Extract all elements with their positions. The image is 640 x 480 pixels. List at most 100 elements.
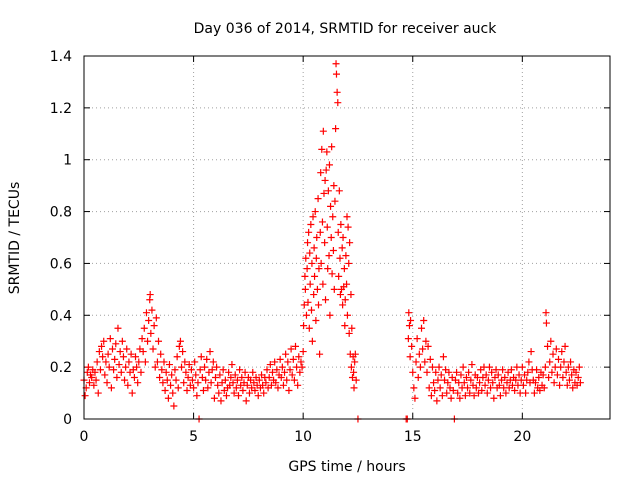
y-tick-label: 0.4	[50, 308, 72, 324]
data-point	[169, 389, 177, 397]
data-point	[524, 368, 532, 376]
data-point	[281, 368, 289, 376]
data-point	[285, 386, 293, 394]
data-point	[314, 195, 322, 203]
data-point	[268, 368, 276, 376]
data-point	[485, 363, 493, 371]
data-point	[123, 345, 131, 353]
data-point	[99, 353, 107, 361]
data-point	[427, 392, 435, 400]
data-point	[459, 363, 467, 371]
data-point	[196, 366, 204, 374]
data-point	[527, 348, 535, 356]
data-point	[197, 353, 205, 361]
data-point	[554, 355, 562, 363]
data-point	[173, 353, 181, 361]
data-point	[192, 371, 200, 379]
data-point	[465, 368, 473, 376]
data-point	[426, 355, 434, 363]
data-point	[542, 309, 550, 317]
data-point	[329, 246, 337, 254]
data-point	[539, 371, 547, 379]
data-point	[335, 187, 343, 195]
data-point	[324, 187, 332, 195]
data-point	[432, 368, 440, 376]
data-point	[320, 189, 328, 197]
data-point	[492, 366, 500, 374]
data-point	[137, 368, 145, 376]
data-point	[439, 353, 447, 361]
data-point	[305, 228, 313, 236]
data-point	[145, 316, 153, 324]
data-point	[422, 337, 430, 345]
data-point	[282, 350, 290, 358]
data-point	[286, 366, 294, 374]
data-point	[315, 301, 323, 309]
data-point	[339, 234, 347, 241]
data-point	[412, 358, 420, 366]
data-point	[157, 350, 165, 358]
data-point	[525, 358, 533, 366]
data-point	[190, 384, 198, 392]
data-point	[326, 311, 334, 319]
y-tick-label: 0.6	[50, 256, 72, 272]
data-point	[409, 368, 417, 376]
data-point	[321, 239, 329, 247]
data-point	[542, 319, 550, 327]
data-point	[343, 213, 351, 221]
data-point	[405, 309, 413, 317]
data-point	[263, 366, 271, 374]
data-point	[290, 376, 298, 384]
data-point	[110, 366, 118, 374]
data-point	[407, 316, 415, 324]
data-point	[421, 358, 429, 366]
data-point	[411, 394, 419, 402]
data-point	[346, 239, 354, 247]
data-point	[105, 363, 113, 371]
data-point	[414, 374, 422, 382]
data-point	[456, 394, 464, 402]
data-point	[232, 384, 240, 392]
data-point	[180, 379, 188, 387]
data-point	[332, 60, 340, 68]
data-point	[118, 337, 126, 345]
data-point	[311, 208, 319, 216]
data-point	[318, 218, 326, 226]
data-point	[434, 376, 442, 384]
data-point	[333, 88, 341, 96]
data-point	[468, 361, 476, 369]
data-point	[415, 350, 423, 358]
data-point	[231, 371, 239, 379]
data-point	[347, 291, 355, 299]
data-point	[327, 202, 335, 210]
x-tick-label: 15	[404, 429, 422, 445]
data-point	[423, 368, 431, 376]
data-point	[104, 350, 112, 358]
data-point	[308, 259, 316, 267]
data-point	[419, 345, 427, 353]
data-point	[317, 169, 325, 177]
data-point	[95, 348, 103, 356]
data-point	[418, 324, 426, 332]
data-point	[313, 234, 321, 241]
data-point	[294, 381, 302, 389]
data-point	[410, 384, 418, 392]
data-point	[217, 397, 225, 405]
data-point	[225, 368, 233, 376]
data-point	[565, 376, 573, 384]
data-point	[305, 324, 313, 332]
data-point	[332, 125, 340, 133]
data-point	[472, 384, 480, 392]
data-point	[348, 324, 356, 332]
data-point	[511, 386, 519, 394]
data-point	[431, 386, 439, 394]
data-point	[208, 366, 216, 374]
data-point	[230, 389, 238, 397]
data-point	[228, 361, 236, 369]
data-point	[420, 316, 428, 324]
data-point	[337, 221, 345, 229]
data-point	[557, 363, 565, 371]
data-point	[518, 363, 526, 371]
data-point	[102, 358, 110, 366]
data-point	[318, 145, 326, 153]
